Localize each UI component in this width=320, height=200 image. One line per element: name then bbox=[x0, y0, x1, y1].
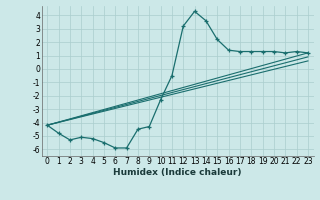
X-axis label: Humidex (Indice chaleur): Humidex (Indice chaleur) bbox=[113, 168, 242, 177]
